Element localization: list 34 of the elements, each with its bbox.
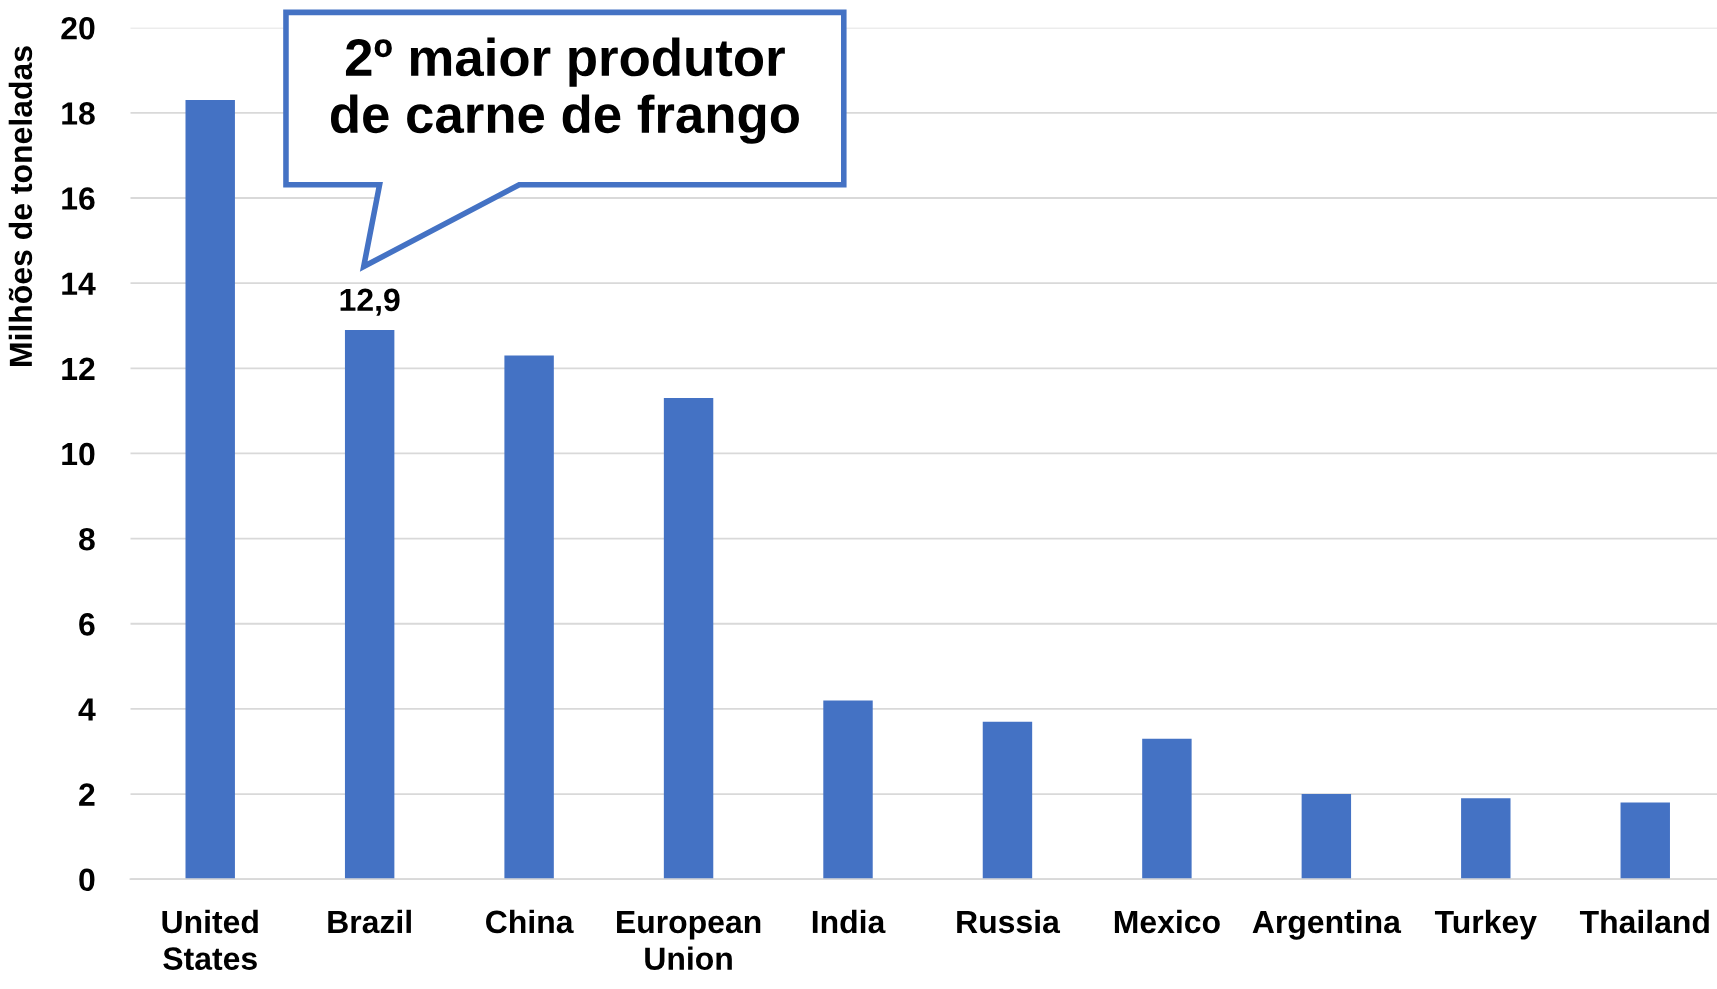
bar: [185, 100, 235, 880]
x-tick-label: Russia: [957, 909, 1061, 934]
x-tick-label: India: [812, 909, 886, 934]
x-tick-label: China: [486, 909, 574, 934]
x-tick-label: Turkey: [1434, 909, 1537, 940]
annotation: 2º maior produtor de carne de frango: [330, 37, 799, 144]
y-tick-label: 18: [62, 102, 95, 125]
bar: [1142, 738, 1192, 880]
bar: [1461, 798, 1511, 880]
x-tick-label: European Union: [617, 910, 761, 970]
x-tick-label: Brazil: [328, 909, 411, 934]
data-label: 12,9: [340, 288, 400, 316]
x-tick-label: United States: [162, 909, 258, 970]
bar: [504, 355, 554, 880]
y-tick-label: 12: [62, 357, 95, 380]
y-tick-label: 6: [79, 613, 95, 636]
bar: [1301, 794, 1352, 880]
x-tick-label: Mexico: [1114, 909, 1220, 934]
y-tick-label: 2: [79, 783, 95, 806]
y-tick-label: 0: [79, 868, 95, 892]
y-tick-label: 14: [62, 272, 96, 295]
bar: [663, 398, 714, 880]
bar: [344, 329, 395, 880]
x-tick-label: Thailand: [1579, 909, 1709, 934]
y-tick-label: 10: [62, 442, 95, 466]
y-tick-label: 8: [79, 527, 95, 551]
y-tick-label: 20: [61, 16, 95, 40]
bar: [823, 700, 873, 880]
y-tick-label: 4: [78, 698, 96, 721]
bar: [1620, 802, 1670, 880]
bar: [982, 721, 1033, 880]
x-tick-label: Argentina: [1252, 909, 1402, 940]
y-tick-label: 16: [62, 187, 95, 210]
y-axis-title: Milhões de toneladas: [8, 46, 33, 366]
